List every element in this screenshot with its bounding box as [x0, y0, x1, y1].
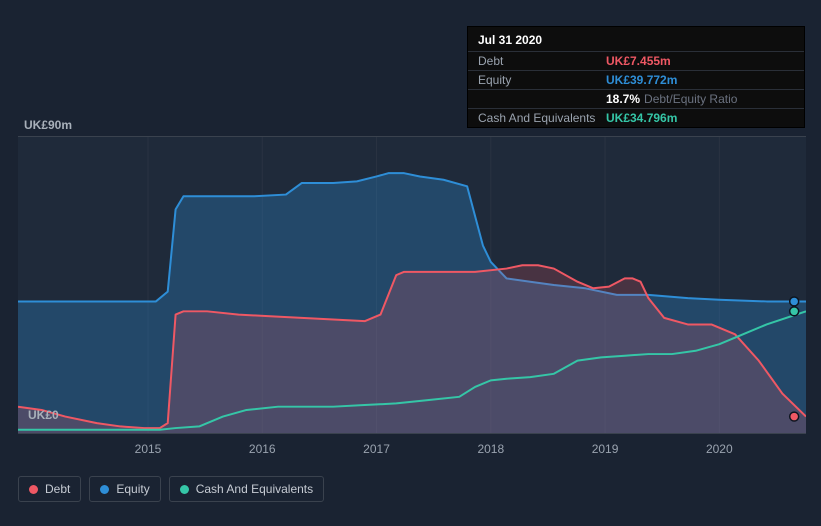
chart-legend: Debt Equity Cash And Equivalents [18, 476, 806, 502]
legend-item[interactable]: Equity [89, 476, 160, 502]
tooltip-label: Equity [478, 73, 606, 87]
tooltip-value: UK£34.796m [606, 111, 677, 125]
tooltip-row: EquityUK£39.772m [468, 70, 804, 89]
x-axis: 2015 2016 2017 2018 2019 2020 [18, 434, 806, 454]
tooltip-label: Debt [478, 54, 606, 68]
x-tick-label: 2018 [477, 442, 504, 456]
tooltip-row: Cash And EquivalentsUK£34.796m [468, 108, 804, 127]
legend-swatch [29, 485, 38, 494]
tooltip-value: UK£7.455m [606, 54, 671, 68]
tooltip-suffix: Debt/Equity Ratio [644, 92, 737, 106]
legend-swatch [100, 485, 109, 494]
tooltip-value: UK£39.772m [606, 73, 677, 87]
tooltip-row: 18.7% Debt/Equity Ratio [468, 89, 804, 108]
legend-label: Cash And Equivalents [196, 482, 313, 496]
chart-tooltip: Jul 31 2020 DebtUK£7.455mEquityUK£39.772… [467, 26, 805, 128]
legend-swatch [180, 485, 189, 494]
x-tick-label: 2016 [249, 442, 276, 456]
x-tick-label: 2019 [592, 442, 619, 456]
x-tick-label: 2015 [135, 442, 162, 456]
x-tick-label: 2017 [363, 442, 390, 456]
tooltip-value: 18.7% [606, 92, 640, 106]
chart-plot-area[interactable] [18, 136, 806, 434]
x-tick-label: 2020 [706, 442, 733, 456]
y-axis-min-label: UK£0 [28, 408, 59, 422]
tooltip-label: Cash And Equivalents [478, 111, 606, 125]
tooltip-date: Jul 31 2020 [468, 27, 804, 51]
tooltip-row: DebtUK£7.455m [468, 51, 804, 70]
legend-item[interactable]: Debt [18, 476, 81, 502]
legend-item[interactable]: Cash And Equivalents [169, 476, 324, 502]
tooltip-label [478, 92, 606, 106]
financials-chart: UK£90m UK£0 201520162017201820192020 Deb… [18, 118, 806, 502]
legend-label: Debt [45, 482, 70, 496]
legend-label: Equity [116, 482, 149, 496]
